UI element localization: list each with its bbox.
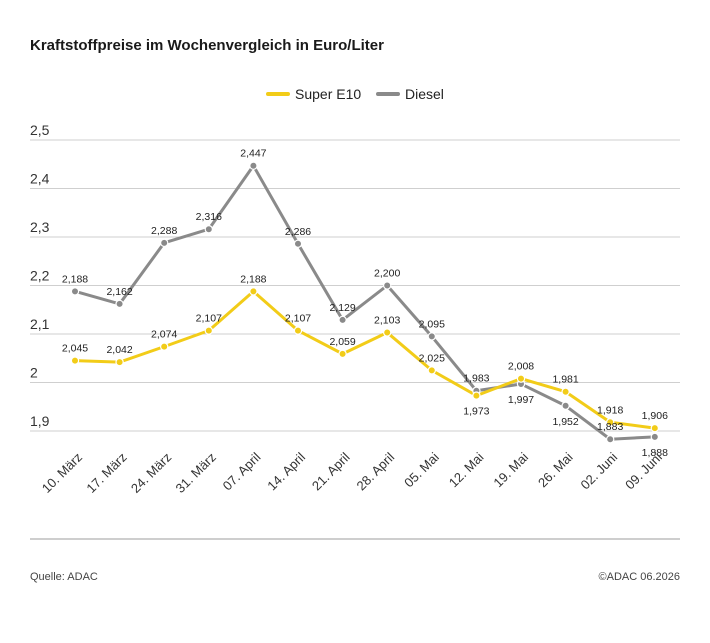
data-point [115,357,124,367]
data-label: 2,074 [151,329,177,341]
data-label: 2,286 [285,226,311,238]
data-point [70,287,80,296]
data-point [650,423,660,433]
x-tick-label: 10. März [39,450,85,496]
data-label: 2,107 [285,313,311,325]
source-text: Quelle: ADAC [30,571,98,583]
x-tick-label: 05. Mai [401,449,442,490]
data-label: 1,997 [508,394,534,406]
x-tick-label: 02. Juni [578,449,621,492]
data-point [338,315,347,325]
data-point [606,418,615,427]
data-point [383,281,392,290]
data-point [159,342,169,351]
series-points [70,161,660,444]
y-tick-label: 2,4 [30,171,50,187]
data-point [293,239,303,248]
data-label: 1,981 [552,374,578,386]
data-point [70,356,80,365]
y-tick-label: 2 [30,365,38,381]
data-label: 2,107 [196,313,222,325]
data-point [204,326,213,335]
data-point [561,401,570,410]
data-label: 1,973 [463,406,489,418]
data-label: 2,447 [240,148,266,160]
data-label: 2,129 [329,302,355,314]
data-point [204,225,213,234]
data-label: 2,162 [106,286,132,298]
data-label: 1,918 [597,404,623,416]
data-labels: 2,045 2,042 2,074 2,107 2,188 2,107 2,059 2,103… [62,148,668,459]
x-tick-label: 26. Mai [535,449,576,490]
legend-label: Super E10 [295,86,361,102]
data-label: 2,103 [374,315,400,327]
x-tick-label: 17. März [83,450,129,496]
x-tick-label: 12. Mai [446,449,487,490]
legend: Super E10 Diesel [266,86,444,102]
data-point [561,387,570,396]
y-axis-ticks: 1,9 2 2,1 2,2 2,3 2,4 2,5 [30,122,50,429]
x-tick-label: 28. April [353,449,397,493]
x-tick-label: 07. April [220,449,264,493]
y-tick-label: 1,9 [30,413,50,429]
x-tick-label: 24. März [128,450,174,496]
data-point [427,366,436,375]
data-label: 2,316 [196,211,222,223]
legend-label: Diesel [405,86,444,102]
data-point [338,349,347,359]
data-label: 2,200 [374,268,400,280]
data-label: 1,906 [642,410,668,422]
data-point [427,332,436,341]
data-label: 1,983 [463,373,489,385]
x-tick-label: 21. April [309,449,353,493]
data-label: 2,008 [508,361,534,373]
data-point [115,299,124,309]
data-point [472,391,481,400]
x-tick-label: 14. April [264,449,308,493]
y-tick-label: 2,3 [30,219,50,235]
y-tick-label: 2,5 [30,122,50,138]
data-point [383,328,392,337]
copyright-text: ©ADAC 06.2026 [599,571,681,583]
gridlines [30,139,680,432]
data-point [249,161,258,170]
data-label: 2,045 [62,343,88,355]
data-label: 1,888 [642,447,668,459]
data-point [650,432,660,442]
data-label: 1,952 [552,416,578,428]
data-label: 2,095 [419,318,445,330]
data-label: 2,042 [106,344,132,356]
data-label: 2,025 [419,352,445,364]
x-tick-label: 31. März [173,450,219,496]
data-point [293,326,303,335]
data-point [606,435,615,444]
data-point [159,238,169,248]
data-point [249,287,258,296]
series-line [73,289,657,430]
data-label: 2,288 [151,225,177,237]
data-label: 2,188 [240,273,266,285]
y-tick-label: 2,1 [30,316,50,332]
x-tick-label: 19. Mai [490,449,531,490]
data-label: 2,188 [62,273,88,285]
y-tick-label: 2,2 [30,268,50,284]
data-label: 1,883 [597,421,623,433]
chart-title: Kraftstoffpreise im Wochenvergleich in E… [30,37,384,54]
series-lines [73,164,657,441]
data-label: 2,059 [329,336,355,348]
data-point [516,374,526,383]
series-line [73,164,657,441]
